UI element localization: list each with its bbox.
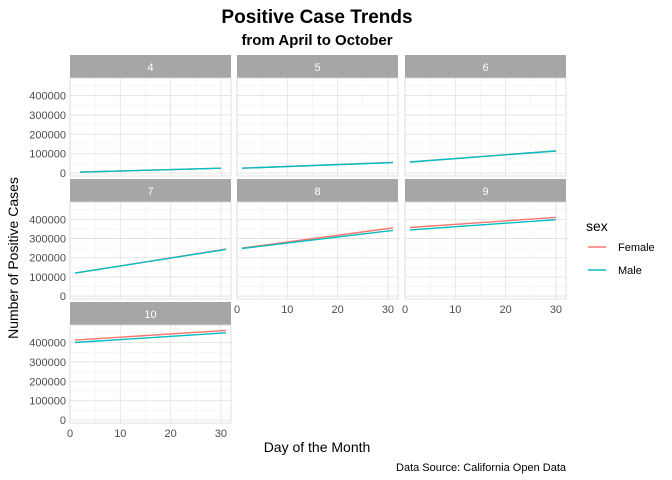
caption: Data Source: California Open Data <box>396 462 567 474</box>
legend: sex Female Male <box>586 218 655 277</box>
panel-border <box>236 77 399 177</box>
chart-subtitle: from April to October <box>241 32 392 49</box>
panel-background <box>237 202 398 299</box>
panel-background <box>70 78 231 176</box>
facet-label: 6 <box>482 62 488 74</box>
y-tick-label: 200000 <box>29 253 66 265</box>
facet-strip <box>405 55 566 78</box>
y-axis-title: Number of Positive Cases <box>5 177 21 339</box>
panel-background <box>70 325 231 423</box>
x-tick-label: 0 <box>234 304 240 316</box>
y-tick-label: 400000 <box>29 337 66 349</box>
panel-background <box>237 78 398 176</box>
facet-label: 7 <box>147 186 153 198</box>
panel-border <box>69 201 232 300</box>
panel-background <box>70 202 231 299</box>
series-line-male <box>74 248 227 274</box>
facet-label: 4 <box>147 62 153 74</box>
y-tick-label: 200000 <box>29 129 66 141</box>
series-line-female <box>241 227 394 249</box>
panel-border <box>69 324 232 424</box>
facet-label: 9 <box>482 186 488 198</box>
series-line-male <box>80 167 221 173</box>
panel-border <box>404 77 567 177</box>
facet-strip <box>70 55 231 78</box>
panel-border <box>404 201 567 300</box>
panel-border <box>236 201 399 300</box>
x-tick-label: 30 <box>550 304 562 316</box>
x-tick-label: 30 <box>215 428 227 440</box>
y-tick-label: 300000 <box>29 233 66 245</box>
series-line-male <box>241 229 394 250</box>
y-tick-label: 100000 <box>29 396 66 408</box>
x-tick-label: 20 <box>332 304 344 316</box>
series-line-male <box>74 332 227 344</box>
y-tick-label: 300000 <box>29 357 66 369</box>
facet-label: 5 <box>314 62 320 74</box>
facet-strip <box>237 55 398 78</box>
y-tick-label: 0 <box>60 168 66 180</box>
y-tick-label: 100000 <box>29 149 66 161</box>
x-tick-label: 0 <box>67 428 73 440</box>
y-tick-label: 0 <box>60 291 66 303</box>
x-tick-label: 20 <box>500 304 512 316</box>
facet-label: 10 <box>144 309 156 321</box>
y-tick-label: 100000 <box>29 272 66 284</box>
y-tick-label: 300000 <box>29 110 66 122</box>
x-tick-label: 0 <box>402 304 408 316</box>
x-axis-title: Day of the Month <box>264 439 371 455</box>
x-tick-label: 30 <box>382 304 394 316</box>
facet-label: 8 <box>314 186 320 198</box>
series-line-male <box>409 150 556 163</box>
panel-background <box>405 202 566 299</box>
y-tick-label: 400000 <box>29 90 66 102</box>
legend-title: sex <box>586 218 608 234</box>
facet-strip <box>70 179 231 202</box>
y-tick-label: 400000 <box>29 214 66 226</box>
panel-background <box>405 78 566 176</box>
legend-label-female: Female <box>618 242 655 254</box>
series-line-female <box>409 216 556 229</box>
x-tick-label: 20 <box>165 428 177 440</box>
facet-strip <box>237 179 398 202</box>
x-tick-label: 10 <box>449 304 461 316</box>
y-tick-label: 200000 <box>29 376 66 388</box>
series-line-male <box>241 161 394 169</box>
x-tick-label: 10 <box>281 304 293 316</box>
facet-strip <box>70 302 231 325</box>
series-line-female <box>74 329 227 341</box>
chart-title: Positive Case Trends <box>221 7 412 28</box>
facet-strip <box>405 179 566 202</box>
legend-label-male: Male <box>618 265 642 277</box>
series-line-male <box>409 219 556 231</box>
y-tick-label: 0 <box>60 415 66 427</box>
panel-border <box>69 77 232 177</box>
x-tick-label: 10 <box>114 428 126 440</box>
